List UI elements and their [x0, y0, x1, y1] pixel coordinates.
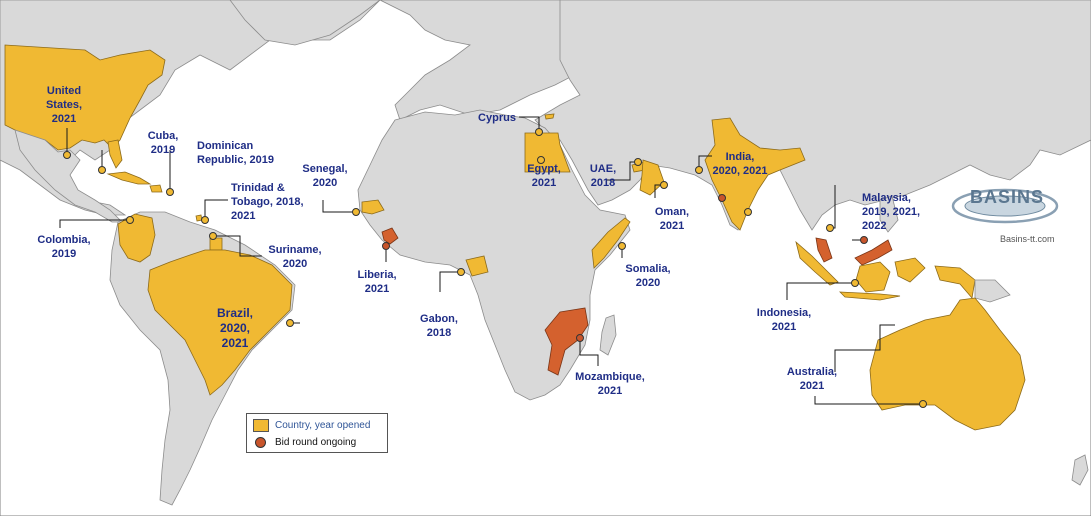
land-philippines: [879, 195, 899, 233]
country-colombia: [117, 213, 156, 263]
marker-malaysia-pen: [826, 224, 834, 232]
marker-liberia: [382, 242, 390, 250]
legend-dot-bid: [255, 436, 266, 448]
marker-cyprus: [535, 128, 543, 136]
marker-oman: [660, 181, 668, 189]
logo-word: BASINS: [970, 187, 1045, 207]
marker-mozambique: [576, 334, 584, 342]
label-colombia: Colombia, 2019: [37, 234, 91, 260]
land-greenland: [229, 0, 381, 46]
legend-row-bid: Bid round ongoing: [253, 435, 356, 449]
marker-senegal: [352, 208, 360, 216]
label-liberia: Liberia, 2021: [357, 269, 397, 295]
marker-indonesia: [851, 279, 859, 287]
marker-uae: [634, 158, 642, 166]
legend-label-bid: Bid round ongoing: [275, 436, 357, 448]
country-brazil: [147, 249, 293, 396]
marker-india-east: [744, 208, 752, 216]
country-liberia: [381, 227, 399, 245]
label-malaysia: Malaysia, 2019, 2021, 2022: [862, 192, 921, 232]
label-gabon: Gabon, 2018: [420, 313, 458, 339]
marker-colombia: [126, 216, 134, 224]
marker-india-west: [695, 166, 703, 174]
land-new-zealand: [1071, 454, 1089, 486]
country-dominican-republic: [149, 184, 163, 193]
legend-swatch-opened: [253, 418, 269, 432]
land-north-america: [0, 0, 381, 216]
marker-suriname: [209, 232, 217, 240]
country-somalia: [591, 217, 631, 269]
label-oman: Oman, 2021: [654, 206, 690, 232]
marker-egypt: [537, 156, 545, 164]
label-somalia: Somalia, 2020: [625, 263, 671, 289]
label-egypt: Egypt, 2021: [527, 163, 561, 189]
country-oman: [639, 159, 665, 196]
logo-url: Basins-tt.com: [1000, 234, 1055, 244]
country-malaysia-peninsular: [815, 237, 833, 263]
marker-australia: [919, 400, 927, 408]
marker-india-bid: [718, 194, 726, 202]
marker-dominican: [166, 188, 174, 196]
label-uae: UAE, 2018: [589, 163, 617, 189]
country-senegal: [361, 199, 385, 215]
markers: [63, 128, 927, 408]
marker-somalia: [618, 242, 626, 250]
marker-trinidad: [201, 216, 209, 224]
label-brazil: Brazil, 2020, 2021: [216, 306, 253, 350]
label-trinidad: Trinidad & Tobago, 2018, 2021: [231, 182, 304, 222]
land-madagascar: [599, 314, 617, 356]
country-gabon: [465, 255, 489, 277]
marker-malaysia-bid: [860, 236, 868, 244]
country-australia: [869, 297, 1026, 431]
label-dominican: Dominican Republic, 2019: [197, 140, 275, 166]
leader-lines: [59, 116, 923, 405]
label-mozambique: Mozambique, 2021: [575, 371, 645, 397]
country-malaysia-borneo: [854, 239, 893, 266]
marker-usa: [63, 151, 71, 159]
label-senegal: Senegal, 2020: [302, 163, 348, 189]
land-mexico: [14, 129, 123, 223]
country-egypt: [524, 132, 571, 173]
label-cyprus: Cyprus: [478, 112, 516, 124]
label-cuba: Cuba, 2019: [147, 130, 179, 156]
label-usa: United States, 2021: [45, 85, 83, 125]
country-cuba: [106, 171, 152, 185]
marker-gabon: [457, 268, 465, 276]
marker-brazil: [286, 319, 294, 327]
legend-label-opened: Country, year opened: [275, 419, 371, 431]
label-india: India, 2020, 2021: [712, 151, 768, 177]
country-mozambique: [544, 307, 589, 376]
label-indonesia: Indonesia, 2021: [756, 307, 812, 333]
label-suriname: Suriname, 2020: [268, 244, 322, 270]
legend-row-opened: Country, year opened: [253, 418, 370, 432]
label-australia: Australia, 2021: [786, 366, 838, 392]
country-usa-florida: [107, 139, 123, 169]
country-cyprus: [544, 113, 555, 120]
country-india: [704, 117, 806, 231]
marker-cuba: [98, 166, 106, 174]
map-legend: Country, year opened Bid round ongoing: [246, 413, 388, 453]
land-papua-new-guinea: [974, 279, 1011, 303]
